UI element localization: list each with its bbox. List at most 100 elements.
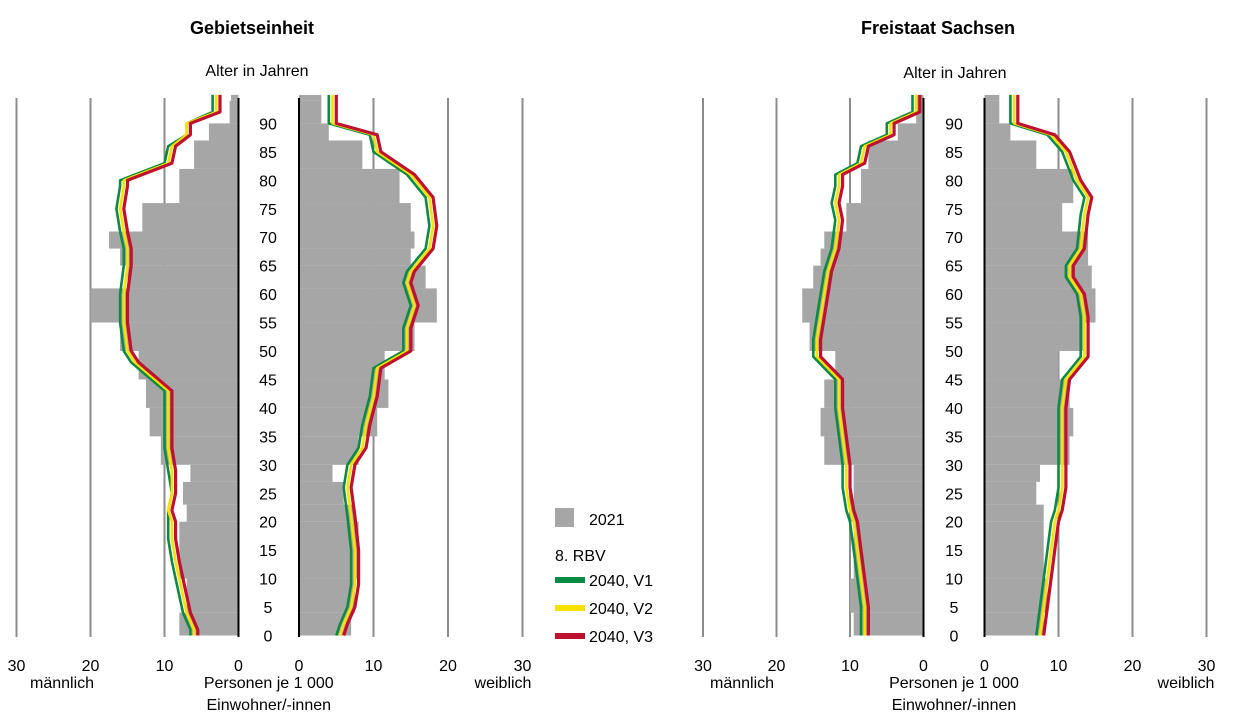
legend-label-2040-v1: 2040, V1 (589, 573, 653, 590)
bar-male-2021 (120, 248, 239, 266)
x-tick-label-male: 20 (82, 658, 100, 675)
age-tick-label: 65 (259, 259, 277, 276)
age-tick-label: 50 (945, 344, 963, 361)
bar-female-2021 (299, 203, 411, 232)
age-tick-label: 90 (259, 116, 277, 133)
age-tick-label: 55 (945, 316, 963, 333)
x-tick-label-male: 20 (768, 658, 786, 675)
bar-male-2021 (142, 203, 239, 232)
age-tick-label: 0 (950, 629, 959, 646)
legend-swatch-2040-v3 (555, 633, 585, 639)
bar-female-2021 (299, 464, 333, 482)
bar-male-2021 (229, 100, 239, 124)
bar-female-2021 (299, 123, 329, 141)
bar-female-2021 (984, 168, 1074, 204)
age-tick-label: 25 (259, 486, 277, 503)
x-axis-label-line-2: Einwohner/-innen (892, 697, 1017, 714)
legend-group-label: 8. RBV (555, 548, 606, 565)
x-tick-label-female: 20 (1124, 658, 1142, 675)
age-tick-label: 45 (259, 372, 277, 389)
x-tick-label-female: 20 (439, 658, 457, 675)
bar-female-2021 (299, 436, 359, 465)
bar-female-2021 (299, 248, 411, 266)
age-tick-label: 85 (945, 145, 963, 162)
legend: 2021 8. RBV 2040, V1 2040, V2 2040, V3 (555, 508, 653, 646)
bar-male-2021 (109, 231, 239, 249)
bar-male-2021 (231, 94, 239, 101)
age-tick-label: 10 (259, 572, 277, 589)
bar-male-2021 (813, 265, 924, 289)
age-tick-label: 15 (259, 543, 277, 560)
bar-male-2021 (835, 351, 924, 380)
x-axis-label-line-1: Personen je 1 000 (204, 675, 334, 692)
age-tick-label: 35 (945, 429, 963, 446)
x-tick-label-female: 10 (365, 658, 383, 675)
age-tick-label: 45 (945, 372, 963, 389)
bar-female-2021 (984, 407, 1074, 437)
x-tick-label-male: 30 (694, 658, 712, 675)
female-label: weiblich (474, 675, 532, 692)
series-line-male-2040-v2 (815, 94, 918, 636)
age-tick-label: 75 (945, 202, 963, 219)
age-tick-label: 70 (945, 230, 963, 247)
series-line-male-2040-v3 (818, 94, 922, 636)
age-tick-label: 15 (945, 543, 963, 560)
legend-label-2040-v2: 2040, V2 (589, 601, 653, 618)
age-tick-label: 20 (945, 515, 963, 532)
bar-female-2021 (984, 351, 1059, 380)
pyramid-0: Gebietseinheit Alter in Jahren 0 5 10 15 20 25 3… (8, 18, 532, 714)
legend-swatch-2040-v2 (555, 605, 585, 611)
bar-female-2021 (984, 504, 1044, 522)
bar-female-2021 (984, 231, 1089, 249)
bar-male-2021 (186, 504, 239, 522)
chart-title: Gebietseinheit (190, 18, 314, 38)
bar-female-2021 (984, 521, 1044, 579)
age-tick-label: 5 (950, 600, 959, 617)
bar-female-2021 (984, 100, 1000, 124)
bar-male-2021 (868, 140, 924, 169)
legend-label-2040-v3: 2040, V3 (589, 629, 653, 646)
bar-female-2021 (299, 578, 355, 613)
series-line-female-2040-v2 (331, 94, 435, 636)
bar-female-2021 (299, 140, 363, 169)
age-tick-label: 90 (945, 116, 963, 133)
bar-male-2021 (90, 288, 239, 323)
age-tick-label: 5 (264, 600, 273, 617)
bar-male-2021 (179, 521, 239, 579)
bar-male-2021 (820, 248, 924, 266)
age-tick-label: 25 (945, 486, 963, 503)
age-tick-label: 40 (945, 401, 963, 418)
bar-female-2021 (984, 436, 1070, 465)
series-line-male-2040-v3 (122, 94, 222, 636)
age-tick-label: 0 (264, 629, 273, 646)
bar-female-2021 (984, 94, 1000, 101)
series-line-female-2040-v1 (1009, 94, 1086, 636)
x-tick-label-female: 10 (1050, 658, 1068, 675)
bar-female-2021 (299, 168, 400, 204)
x-tick-label-male: 0 (234, 658, 243, 675)
age-tick-label: 60 (945, 287, 963, 304)
age-tick-label: 30 (945, 458, 963, 475)
bar-female-2021 (299, 265, 426, 289)
x-tick-label-male: 0 (919, 658, 928, 675)
bar-male-2021 (824, 231, 924, 249)
series-line-male-2040-v1 (115, 94, 214, 636)
series-line-female-2040-v3 (1016, 94, 1094, 636)
age-tick-label: 75 (259, 202, 277, 219)
bar-male-2021 (853, 521, 924, 579)
bar-female-2021 (984, 203, 1063, 232)
bar-female-2021 (299, 504, 355, 522)
series-line-male-2040-v2 (118, 94, 218, 636)
bar-male-2021 (183, 481, 239, 505)
age-axis-label: Alter in Jahren (205, 63, 308, 80)
age-tick-label: 80 (259, 173, 277, 190)
age-tick-label: 60 (259, 287, 277, 304)
x-axis-label-line-2: Einwohner/-innen (206, 697, 331, 714)
bar-male-2021 (149, 407, 239, 437)
bar-male-2021 (208, 123, 239, 141)
bar-female-2021 (984, 464, 1040, 482)
bar-female-2021 (984, 379, 1070, 408)
x-tick-label-male: 10 (841, 658, 859, 675)
age-tick-label: 65 (945, 259, 963, 276)
bar-male-2021 (850, 504, 924, 522)
